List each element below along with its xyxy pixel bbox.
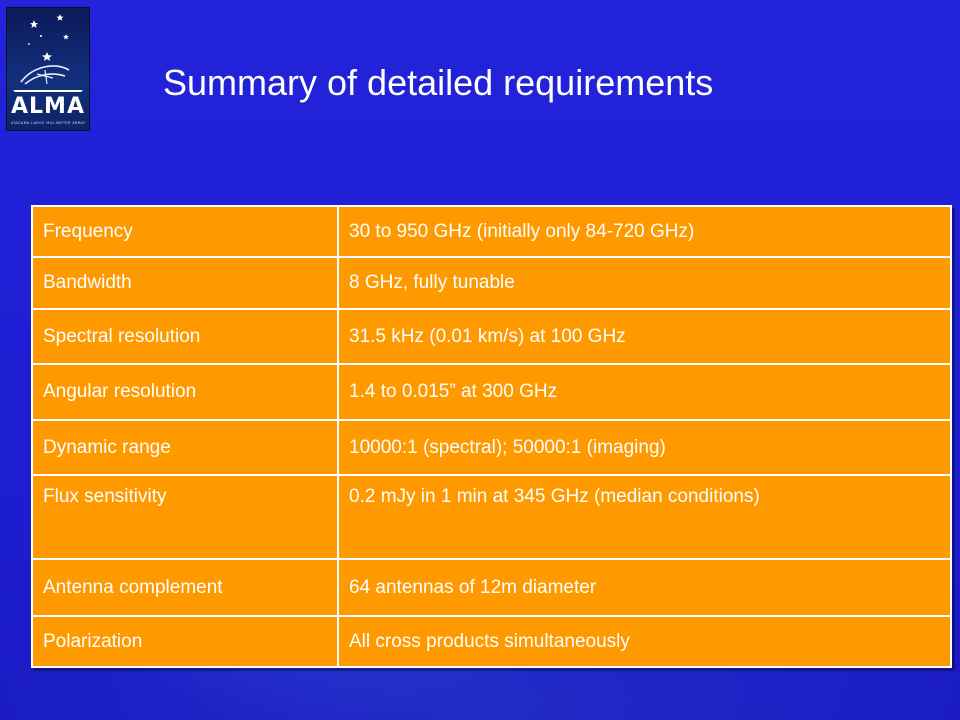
star-icon	[30, 20, 38, 28]
value-cell: All cross products simultaneously	[337, 615, 952, 668]
table-row: Spectral resolution 31.5 kHz (0.01 km/s)…	[31, 308, 952, 365]
value-cell: 30 to 950 GHz (initially only 84-720 GHz…	[337, 205, 952, 258]
value-cell: 1.4 to 0.015” at 300 GHz	[337, 363, 952, 421]
logo-subtitle: ATACAMA LARGE MILLIMETER ARRAY	[10, 121, 86, 125]
star-icon	[56, 14, 64, 21]
value-cell: 10000:1 (spectral); 50000:1 (imaging)	[337, 419, 952, 476]
slide-title: Summary of detailed requirements	[163, 62, 714, 103]
alma-logo-graphic	[13, 14, 83, 92]
antenna-dish-icon	[20, 65, 70, 85]
parameter-cell: Frequency	[31, 205, 339, 258]
parameter-cell: Bandwidth	[31, 256, 339, 310]
value-cell: 31.5 kHz (0.01 km/s) at 100 GHz	[337, 308, 952, 365]
table-row: Dynamic range 10000:1 (spectral); 50000:…	[31, 419, 952, 476]
parameter-cell: Angular resolution	[31, 363, 339, 421]
table-row: Bandwidth 8 GHz, fully tunable	[31, 256, 952, 310]
star-icon	[42, 52, 52, 61]
parameter-cell: Polarization	[31, 615, 339, 668]
table-row: Frequency 30 to 950 GHz (initially only …	[31, 205, 952, 258]
requirements-table: Frequency 30 to 950 GHz (initially only …	[31, 205, 952, 668]
table-row: Antenna complement 64 antennas of 12m di…	[31, 558, 952, 617]
logo-wordmark: ALMA	[11, 94, 85, 119]
parameter-cell: Dynamic range	[31, 419, 339, 476]
parameter-cell: Flux sensitivity	[31, 474, 339, 560]
star-icon	[63, 34, 69, 40]
value-cell: 8 GHz, fully tunable	[337, 256, 952, 310]
table-row: Polarization All cross products simultan…	[31, 615, 952, 668]
value-cell: 64 antennas of 12m diameter	[337, 558, 952, 617]
table-row: Flux sensitivity 0.2 mJy in 1 min at 345…	[31, 474, 952, 560]
value-cell: 0.2 mJy in 1 min at 345 GHz (median cond…	[337, 474, 952, 560]
parameter-cell: Antenna complement	[31, 558, 339, 617]
table-row: Angular resolution 1.4 to 0.015” at 300 …	[31, 363, 952, 421]
parameter-cell: Spectral resolution	[31, 308, 339, 365]
alma-logo: ALMA ATACAMA LARGE MILLIMETER ARRAY	[7, 8, 89, 130]
